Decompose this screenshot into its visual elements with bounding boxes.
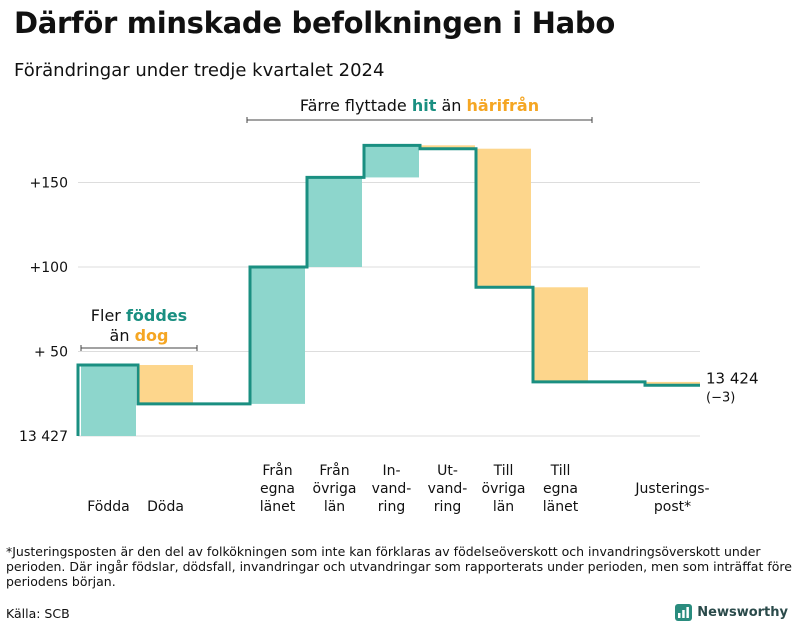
start-value-label: 13 427 <box>19 429 68 445</box>
chart-subtitle: Förändringar under tredje kvartalet 2024 <box>14 60 385 81</box>
category-label: In-vand-ring <box>372 463 412 515</box>
waterfall-bar <box>138 365 193 404</box>
category-label: Ut-vand-ring <box>428 463 468 515</box>
footnote: *Justeringsposten är den del av folkökni… <box>6 544 792 589</box>
end-change-label: (−3) <box>706 390 735 405</box>
cumulative-step-line <box>76 143 700 436</box>
category-label: Justerings-post* <box>634 481 709 515</box>
waterfall-bar <box>364 145 419 178</box>
category-label: Från övriga län <box>313 462 357 515</box>
annotation-births-line2: än dog <box>110 326 169 345</box>
waterfall-bar <box>645 381 700 386</box>
category-label: Från egna länet <box>260 462 296 515</box>
brand-name: Newsworthy <box>697 605 788 620</box>
category-label: Till övriga län <box>482 463 526 515</box>
y-tick-label: + 50 <box>34 345 68 361</box>
category-label: Döda <box>147 499 184 515</box>
category-label: Till egna länet <box>543 463 579 515</box>
waterfall-bar <box>250 267 305 404</box>
waterfall-chart: + 50 +100 +150 13 427 13 424 (−3) Födda Döda Frå… <box>19 96 759 515</box>
waterfall-bar <box>420 145 475 149</box>
y-tick-label: +100 <box>30 260 68 276</box>
y-tick-label: +150 <box>30 176 68 192</box>
source-label: Källa: SCB <box>6 606 70 621</box>
waterfall-bar <box>81 365 136 436</box>
bar-chart-logo-icon <box>675 604 693 621</box>
waterfall-bar <box>533 287 588 382</box>
annotation-births-bracket <box>80 345 198 351</box>
waterfall-bar <box>307 177 362 267</box>
chart-title: Därför minskade befolkningen i Habo <box>14 6 615 40</box>
annotation-migration-bracket <box>246 117 593 123</box>
annotation-migration: Färre flyttade hit än härifrån <box>300 96 539 115</box>
end-value-label: 13 424 <box>706 369 759 387</box>
category-label: Födda <box>87 499 129 515</box>
brand-logo[interactable]: Newsworthy <box>675 604 788 621</box>
waterfall-bar <box>476 148 531 288</box>
annotation-births-line1: Fler föddes <box>91 306 187 325</box>
